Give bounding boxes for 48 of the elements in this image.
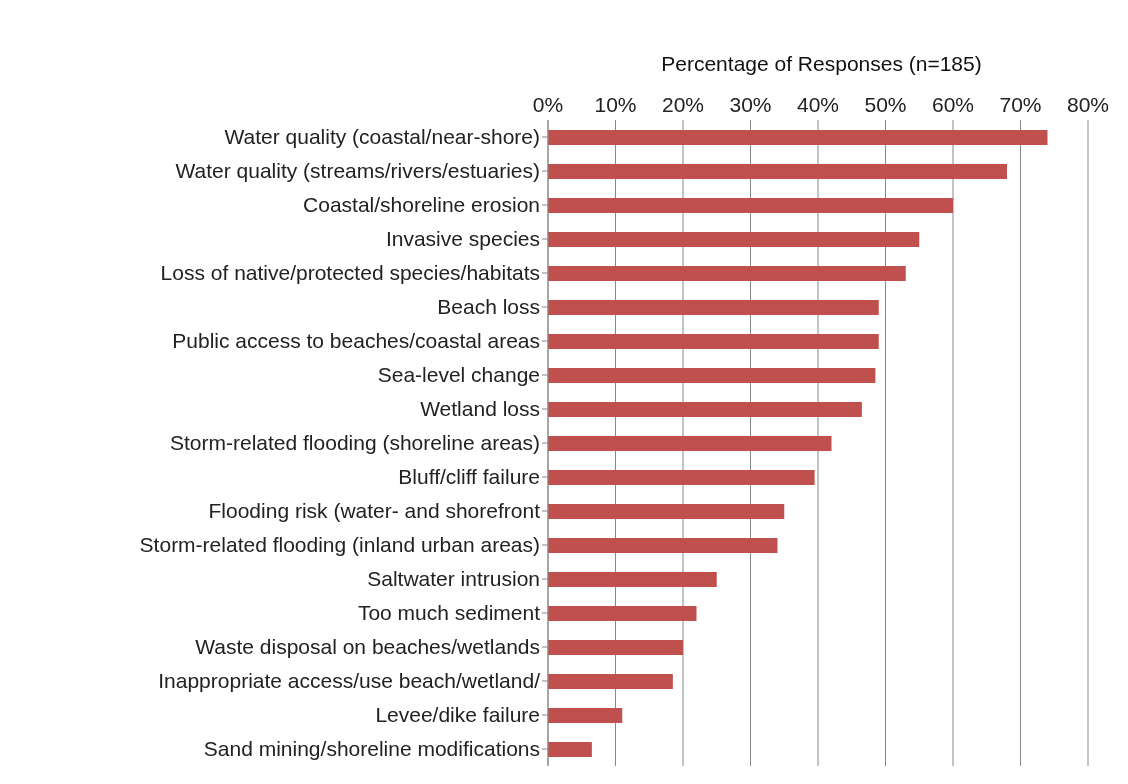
- bar: [548, 606, 697, 621]
- y-tick-label: Beach loss: [437, 295, 540, 319]
- bar: [548, 572, 717, 587]
- y-tick-label: Bluff/cliff failure: [398, 465, 540, 489]
- y-tick-label: Saltwater intrusion: [367, 567, 540, 591]
- y-tick-label: Water quality (coastal/near-shore): [224, 125, 540, 149]
- bar: [548, 368, 876, 383]
- y-tick-label: Wetland loss: [420, 397, 540, 421]
- y-tick-label: Loss of native/protected species/habitats: [160, 261, 540, 285]
- bar: [548, 198, 953, 213]
- x-tick-label: 20%: [661, 93, 705, 116]
- y-tick-label: Water quality (streams/rivers/estuaries): [175, 159, 540, 183]
- y-tick-label: Sand mining/shoreline modifications: [203, 737, 540, 761]
- bar: [548, 538, 778, 553]
- bar: [548, 334, 879, 349]
- x-tick-label: 0%: [532, 93, 564, 116]
- x-tick-label: 70%: [999, 93, 1042, 116]
- bar: [548, 640, 683, 655]
- bar: [548, 470, 815, 485]
- y-tick-label: Storm-related flooding (shoreline areas): [169, 431, 540, 455]
- bar: [548, 164, 1007, 179]
- x-tick-label: 10%: [594, 93, 637, 116]
- bar: [548, 674, 673, 689]
- bar: [548, 708, 623, 723]
- y-tick-label: Waste disposal on beaches/wetlands: [195, 635, 540, 659]
- x-tick-label: 30%: [729, 93, 772, 116]
- x-tick-label: 60%: [931, 93, 975, 116]
- bar: [548, 504, 785, 519]
- x-tick-label: 80%: [1066, 93, 1110, 116]
- y-tick-label: Sea-level change: [377, 363, 540, 387]
- y-tick-label: Storm-related flooding (inland urban areas): [139, 533, 540, 557]
- bar: [548, 300, 879, 315]
- bar: [548, 436, 832, 451]
- y-tick-label: Inappropriate access/use beach/wetland/: [158, 669, 541, 693]
- y-tick-label: Too much sediment: [357, 601, 541, 625]
- y-tick-label: Public access to beaches/coastal areas: [172, 329, 540, 353]
- x-tick-label: 50%: [864, 93, 907, 116]
- bar: [548, 130, 1048, 145]
- bar: [548, 402, 862, 417]
- y-tick-label: Flooding risk (water- and shorefront: [208, 499, 541, 523]
- bar: [548, 266, 906, 281]
- y-tick-label: Coastal/shoreline erosion: [303, 193, 540, 217]
- bar: [548, 232, 920, 247]
- y-tick-label: Invasive species: [385, 227, 540, 251]
- x-axis-title: Percentage of Responses (n=185): [660, 52, 983, 76]
- x-tick-label: 40%: [796, 93, 840, 116]
- bar: [548, 742, 592, 757]
- y-tick-label: Levee/dike failure: [375, 703, 540, 727]
